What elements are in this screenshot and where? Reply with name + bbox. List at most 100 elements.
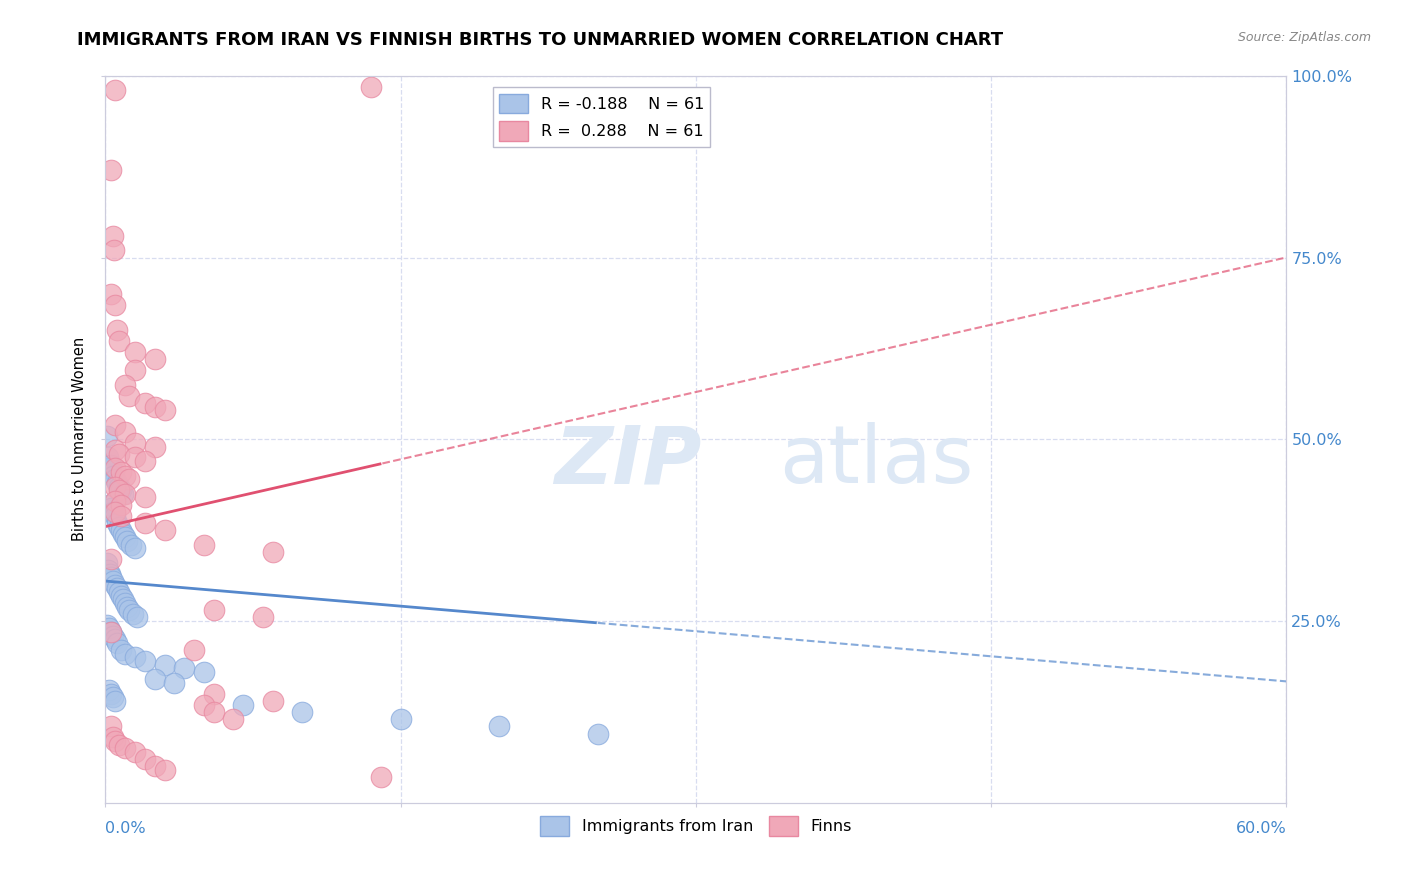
Point [114, 531, 136, 545]
Point [100, 570, 122, 584]
Point [110, 523, 132, 537]
Point [114, 741, 136, 756]
Point [110, 589, 132, 603]
Point [153, 523, 176, 537]
Point [143, 400, 166, 414]
Point [103, 629, 125, 643]
Point [108, 479, 131, 493]
Point [124, 541, 146, 556]
Y-axis label: Births to Unmarried Women: Births to Unmarried Women [72, 337, 87, 541]
Point [291, 705, 314, 719]
Point [124, 745, 146, 759]
Point [114, 596, 136, 610]
Point [100, 163, 122, 178]
Point [586, 727, 609, 741]
Point [124, 345, 146, 359]
Point [103, 468, 125, 483]
Point [389, 712, 412, 726]
Text: IMMIGRANTS FROM IRAN VS FINNISH BIRTHS TO UNMARRIED WOMEN CORRELATION CHART: IMMIGRANTS FROM IRAN VS FINNISH BIRTHS T… [77, 31, 1004, 49]
Point [193, 665, 215, 679]
Point [118, 603, 141, 617]
Point [105, 516, 128, 530]
Point [112, 592, 135, 607]
Point [105, 475, 128, 490]
Point [143, 352, 166, 367]
Point [114, 487, 136, 501]
Point [124, 650, 146, 665]
Point [134, 752, 156, 766]
Point [100, 501, 122, 516]
Point [110, 465, 132, 479]
Point [118, 389, 141, 403]
Point [134, 516, 156, 530]
Text: 60.0%: 60.0% [1236, 822, 1286, 837]
Point [124, 436, 146, 450]
Point [370, 770, 392, 784]
Point [103, 505, 125, 519]
Point [108, 447, 131, 461]
Point [103, 228, 125, 243]
Point [360, 79, 382, 94]
Point [202, 705, 225, 719]
Point [98, 566, 122, 581]
Point [202, 687, 225, 701]
Point [100, 624, 122, 639]
Point [104, 461, 127, 475]
Point [163, 676, 186, 690]
Point [115, 534, 138, 549]
Point [222, 712, 245, 726]
Point [100, 286, 122, 301]
Point [114, 377, 136, 392]
Point [153, 763, 176, 777]
Point [104, 479, 127, 493]
Point [105, 323, 128, 337]
Point [103, 244, 125, 258]
Point [104, 505, 127, 519]
Point [110, 498, 132, 512]
Point [114, 647, 136, 661]
Point [104, 417, 127, 432]
Point [262, 545, 284, 559]
Point [108, 483, 131, 498]
Point [100, 624, 122, 639]
Point [183, 643, 205, 657]
Text: 0.0%: 0.0% [105, 822, 146, 837]
Point [96, 617, 118, 632]
Point [202, 603, 225, 617]
Text: ZIP: ZIP [554, 422, 702, 500]
Point [104, 443, 127, 458]
Point [134, 454, 156, 468]
Point [193, 698, 215, 712]
Point [104, 734, 127, 748]
Point [488, 719, 510, 733]
Point [104, 494, 127, 508]
Point [143, 672, 166, 686]
Point [112, 487, 135, 501]
Point [104, 578, 127, 592]
Point [104, 694, 127, 708]
Point [115, 599, 138, 614]
Text: atlas: atlas [779, 422, 973, 500]
Point [104, 298, 127, 312]
Point [100, 687, 122, 701]
Point [134, 491, 156, 505]
Point [103, 574, 125, 588]
Point [100, 458, 122, 472]
Point [125, 610, 148, 624]
Point [262, 694, 284, 708]
Point [98, 683, 121, 698]
Point [232, 698, 254, 712]
Point [110, 508, 132, 523]
Point [124, 363, 146, 377]
Point [124, 450, 146, 465]
Point [98, 621, 121, 635]
Point [100, 552, 122, 566]
Point [134, 654, 156, 668]
Point [193, 538, 215, 552]
Point [98, 461, 121, 475]
Point [114, 425, 136, 439]
Point [104, 632, 127, 647]
Point [105, 636, 128, 650]
Text: Source: ZipAtlas.com: Source: ZipAtlas.com [1237, 31, 1371, 45]
Point [143, 440, 166, 454]
